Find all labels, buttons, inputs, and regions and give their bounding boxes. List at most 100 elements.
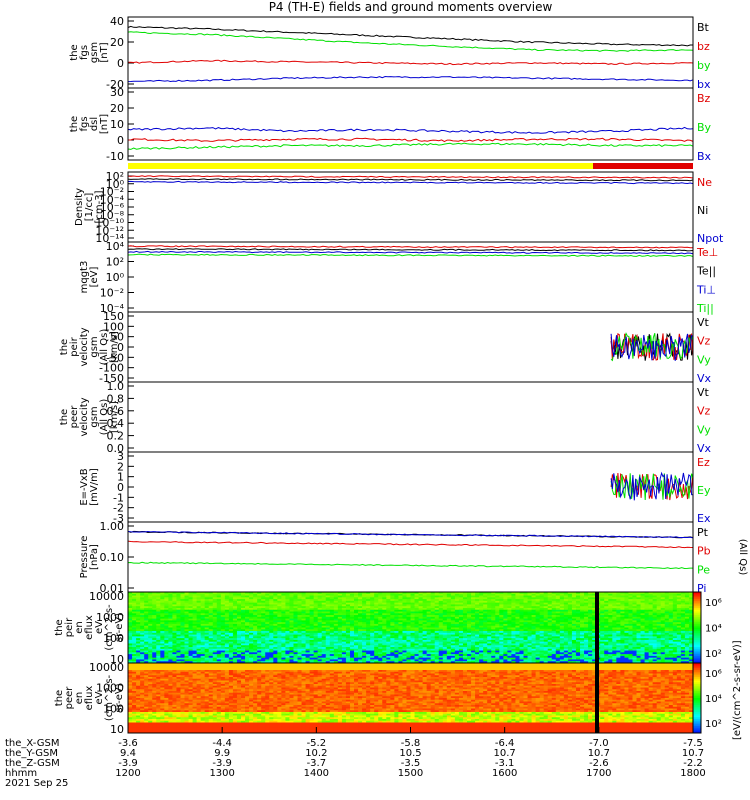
heatmap-cell	[644, 616, 650, 620]
heatmap-cell	[196, 600, 202, 604]
heatmap-cell	[487, 609, 492, 613]
heatmap-cell	[184, 629, 190, 632]
heatmap-cell	[378, 600, 383, 604]
heatmap-cell	[345, 595, 351, 598]
heatmap-cell	[555, 592, 561, 595]
heatmap-cell	[394, 627, 399, 630]
heatmap-cell	[358, 613, 363, 616]
heatmap-cell	[495, 613, 500, 616]
heatmap-cell	[220, 618, 226, 621]
heatmap-cell	[567, 592, 573, 595]
heatmap-cell	[454, 609, 460, 613]
heatmap-cell	[176, 599, 181, 602]
heatmap-cell	[483, 600, 488, 604]
heatmap-cell	[358, 602, 363, 605]
heatmap-cell	[644, 609, 650, 613]
heatmap-cell	[172, 622, 177, 625]
heatmap-cell	[265, 611, 270, 614]
heatmap-cell	[656, 616, 662, 620]
heatmap-cell	[257, 615, 262, 618]
heatmap-cell	[588, 627, 593, 630]
heatmap-cell	[604, 597, 609, 600]
heatmap-cell	[164, 593, 169, 597]
heatmap-cell	[196, 604, 202, 607]
heatmap-cell	[297, 616, 303, 620]
heatmap-cell	[475, 597, 480, 600]
heatmap-cell	[632, 627, 637, 630]
heatmap-cell	[349, 599, 355, 602]
heatmap-cell	[382, 620, 387, 623]
heatmap-cell	[144, 592, 149, 595]
heatmap-cell	[144, 623, 149, 627]
series-Te⊥	[127, 245, 693, 249]
heatmap-cell	[245, 627, 250, 630]
heatmap-cell	[547, 611, 553, 614]
heatmap-cell	[688, 604, 694, 607]
heatmap-cell	[386, 618, 391, 621]
heatmap-cell	[487, 597, 492, 600]
heatmap-cell	[644, 600, 650, 604]
heatmap-cell	[228, 615, 234, 618]
heatmap-cell	[499, 597, 504, 600]
heatmap-cell	[386, 597, 391, 600]
heatmap-cell	[402, 609, 407, 613]
heatmap-cell	[172, 607, 177, 611]
heatmap-cell	[152, 600, 157, 604]
heatmap-cell	[471, 593, 476, 597]
heatmap-cell	[555, 625, 561, 628]
legend-Bt: Bt	[697, 21, 710, 34]
heatmap-cell	[462, 593, 468, 597]
heatmap-cell	[394, 613, 399, 616]
heatmap-cell	[680, 611, 686, 614]
series-Pb	[127, 540, 694, 549]
heatmap-cell	[636, 616, 642, 620]
heatmap-cell	[228, 600, 234, 604]
heatmap-cell	[688, 623, 694, 627]
heatmap-cell	[575, 627, 581, 630]
heatmap-cell	[519, 616, 524, 620]
heatmap-cell	[503, 620, 508, 623]
heatmap-cell	[309, 620, 315, 623]
heatmap-cell	[588, 622, 593, 625]
heatmap-cell	[249, 609, 254, 613]
heatmap-cell	[467, 623, 472, 627]
heatmap-cell	[140, 629, 145, 632]
heatmap-cell	[644, 615, 650, 618]
heatmap-cell	[491, 606, 496, 609]
heatmap-cell	[176, 620, 181, 623]
heatmap-cell	[507, 609, 512, 613]
heatmap-cell	[261, 620, 266, 623]
legend-Ti||: Ti||	[696, 302, 714, 315]
heatmap-cell	[172, 606, 177, 609]
heatmap-cell	[636, 620, 642, 623]
heatmap-cell	[208, 625, 214, 628]
heatmap-cell	[156, 616, 161, 620]
heatmap-cell	[588, 609, 593, 613]
heatmap-cell	[164, 620, 169, 623]
heatmap-cell	[636, 613, 642, 616]
heatmap-cell	[438, 627, 444, 630]
heatmap-cell	[575, 604, 581, 607]
heatmap-cell	[132, 592, 137, 595]
heatmap-cell	[511, 622, 516, 625]
heatmap-cell	[313, 597, 319, 600]
heatmap-cell	[479, 616, 484, 620]
heatmap-cell	[349, 593, 355, 597]
heatmap-cell	[386, 607, 391, 611]
heatmap-cell	[164, 597, 169, 600]
heatmap-cell	[616, 616, 621, 620]
heatmap-cell	[236, 620, 242, 623]
heatmap-cell	[172, 609, 177, 613]
heatmap-cell	[608, 599, 613, 602]
heatmap-cell	[337, 592, 343, 595]
heatmap-cell	[559, 599, 565, 602]
heatmap-cell	[503, 593, 508, 597]
heatmap-cell	[563, 609, 569, 613]
legend-Te||: Te||	[696, 265, 716, 278]
heatmap-cell	[168, 611, 173, 614]
heatmap-cell	[370, 607, 375, 611]
heatmap-cell	[301, 629, 307, 632]
heatmap-cell	[499, 615, 504, 618]
heatmap-cell	[180, 606, 185, 609]
heatmap-cell	[261, 625, 266, 628]
